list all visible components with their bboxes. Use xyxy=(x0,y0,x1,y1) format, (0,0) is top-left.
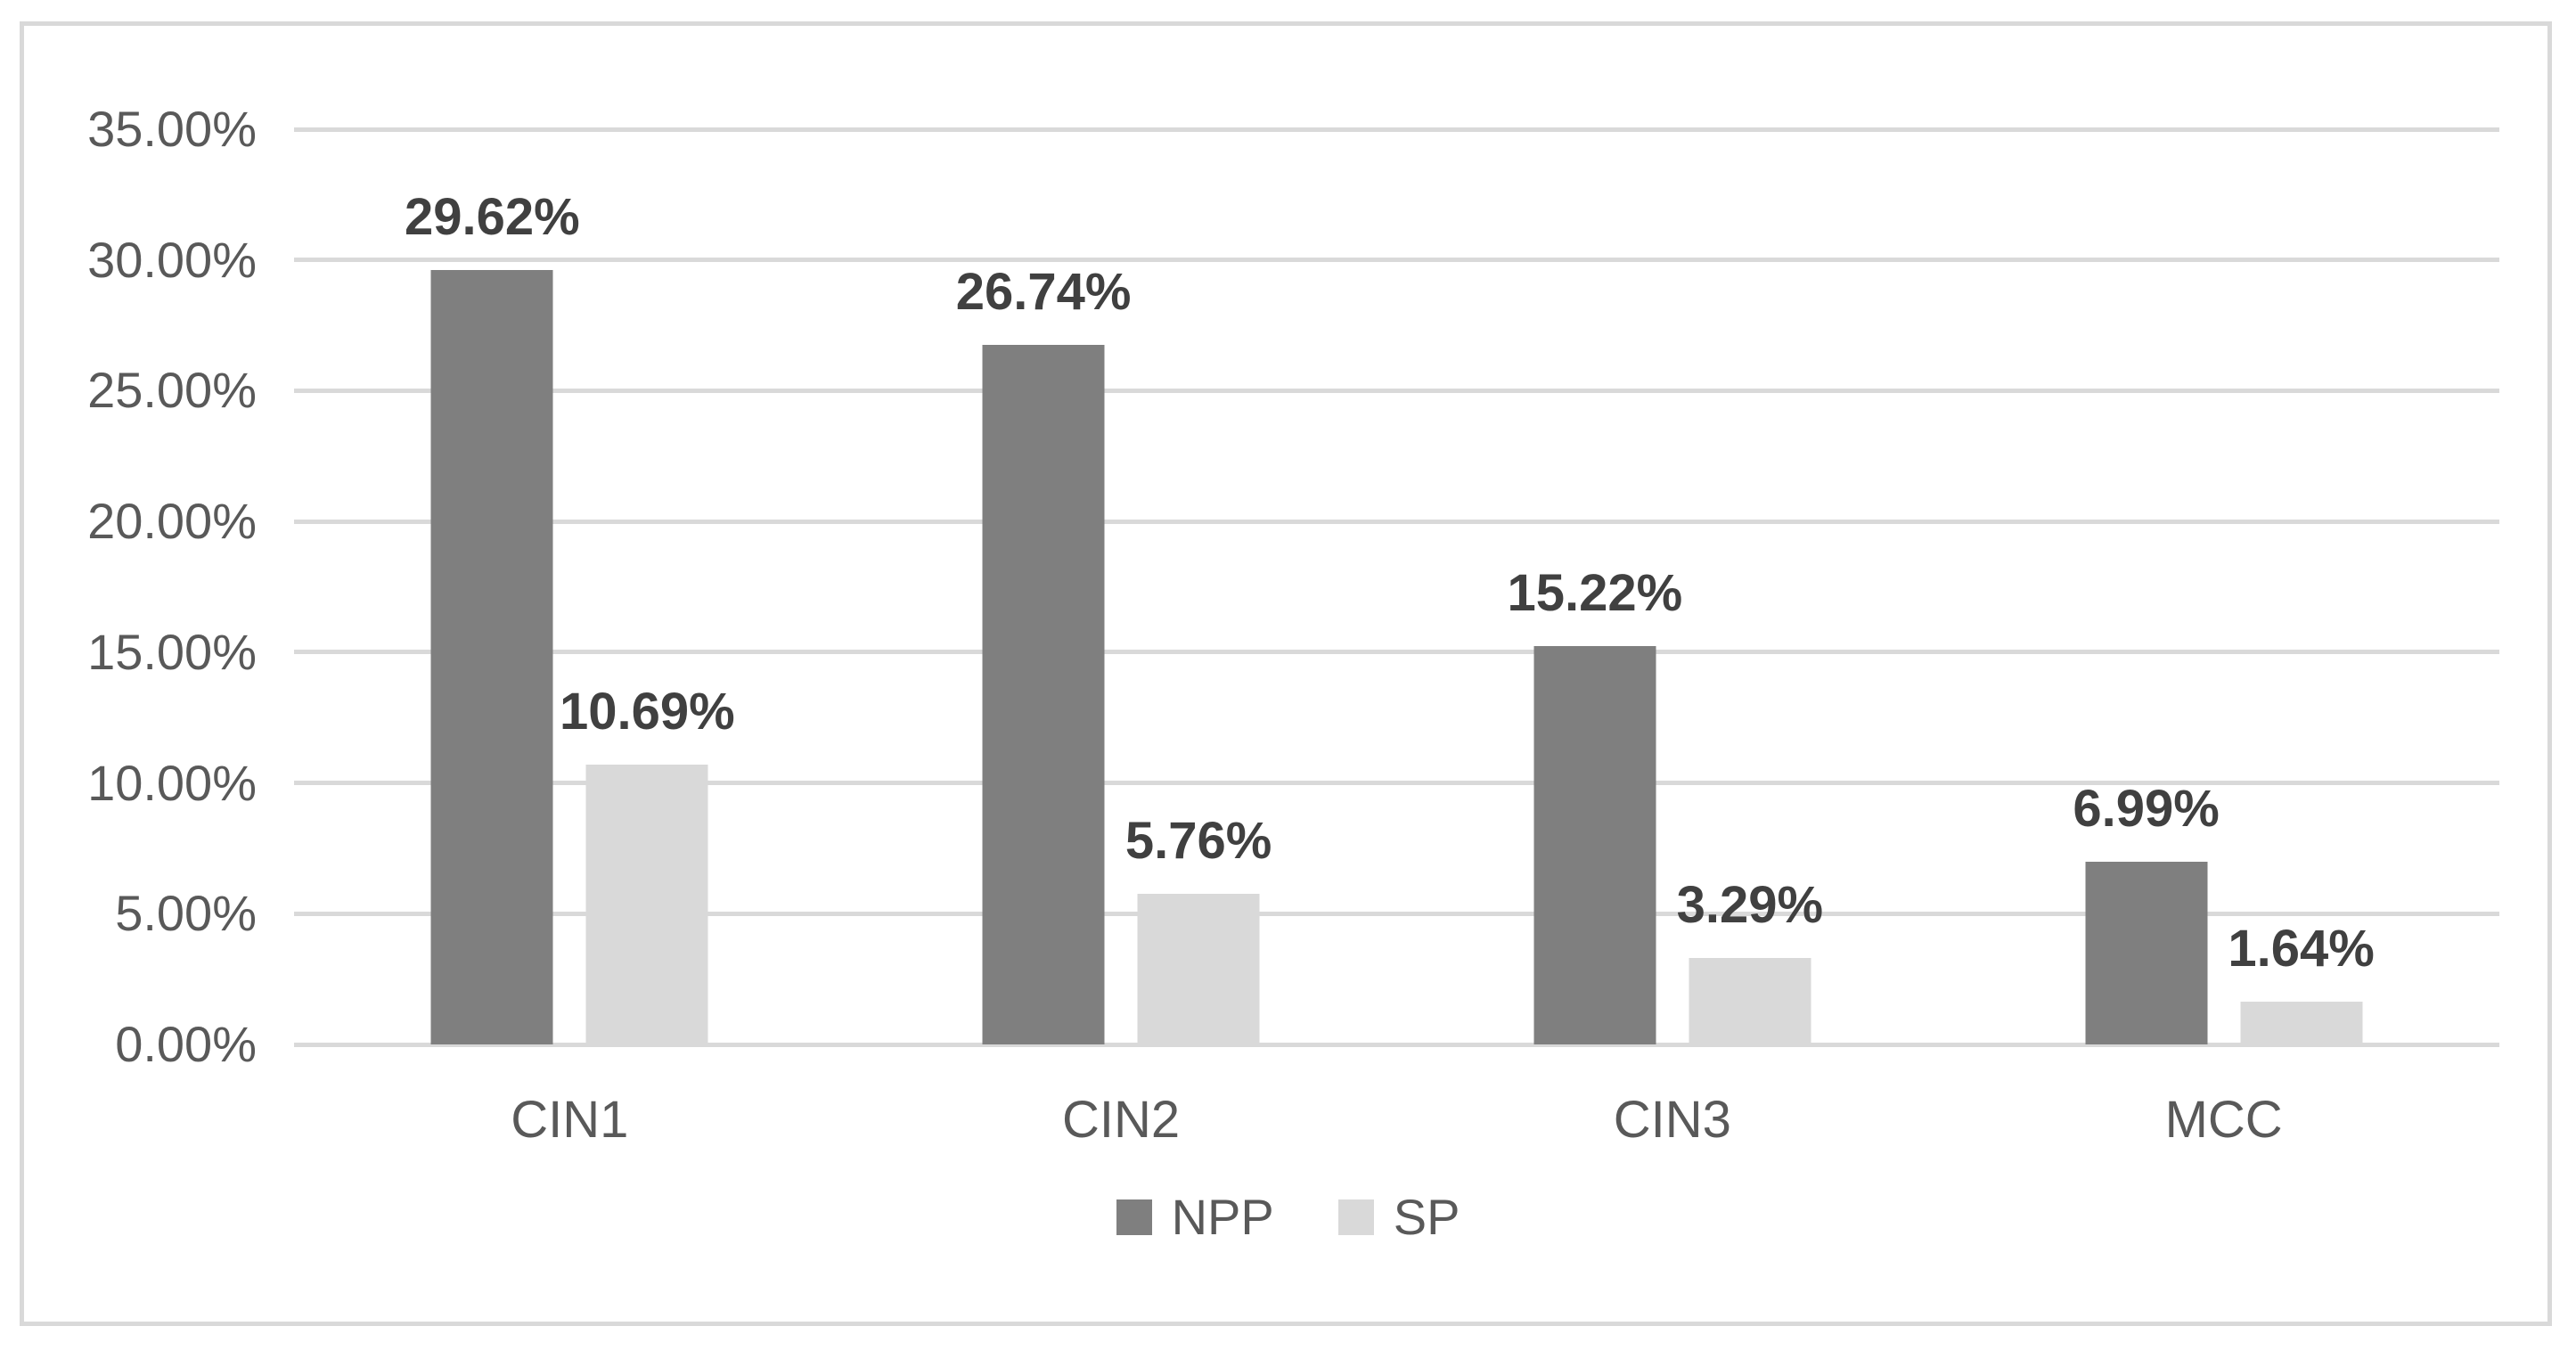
bar-group-cin1: 29.62% 10.69% xyxy=(294,129,846,1044)
data-label-sp-mcc: 1.64% xyxy=(2228,919,2375,978)
x-axis-label-cin1: CIN1 xyxy=(511,1091,629,1149)
gridline xyxy=(294,127,2499,132)
bar-slot-sp-cin2: 5.76% xyxy=(1125,129,1272,1044)
y-axis-tick-label: 30.00% xyxy=(87,231,257,288)
bar-npp-cin2 xyxy=(982,345,1105,1044)
y-axis-tick-label: 15.00% xyxy=(87,623,257,680)
x-axis-labels: CIN1 CIN2 CIN3 MCC xyxy=(294,1089,2499,1151)
bar-slot-npp-mcc: 6.99% xyxy=(2073,129,2220,1044)
y-axis-tick-label: 35.00% xyxy=(87,101,257,157)
gridline xyxy=(294,650,2499,655)
data-label-npp-cin3: 15.22% xyxy=(1507,564,1683,623)
bar-npp-mcc xyxy=(2085,861,2208,1044)
bar-group-cin2: 26.74% 5.76% xyxy=(846,129,1397,1044)
bars-row: 29.62% 10.69% xyxy=(405,129,735,1044)
data-label-npp-mcc: 6.99% xyxy=(2073,779,2220,838)
data-label-npp-cin2: 26.74% xyxy=(955,263,1132,322)
data-label-sp-cin3: 3.29% xyxy=(1676,876,1824,935)
x-axis-label-cin3: CIN3 xyxy=(1613,1091,1731,1149)
bar-sp-cin3 xyxy=(1689,958,1811,1044)
x-axis-label-cin2: CIN2 xyxy=(1062,1091,1181,1149)
gridline xyxy=(294,1042,2499,1047)
gridline xyxy=(294,911,2499,916)
legend-label-sp: SP xyxy=(1393,1189,1460,1245)
bars-row: 15.22% 3.29% xyxy=(1508,129,1823,1044)
legend-item-sp: SP xyxy=(1337,1189,1460,1245)
bar-slot-sp-cin3: 3.29% xyxy=(1677,129,1823,1044)
y-axis-tick-labels: 0.00% 5.00% 10.00% 15.00% 20.00% 25.00% 30.00%… xyxy=(0,101,257,1072)
bar-slot-sp-mcc: 1.64% xyxy=(2228,129,2375,1044)
legend-label-npp: NPP xyxy=(1171,1189,1274,1245)
gridline xyxy=(294,388,2499,393)
x-axis-label-mcc: MCC xyxy=(2164,1091,2283,1149)
bar-slot-npp-cin2: 26.74% xyxy=(956,129,1131,1044)
legend-swatch-npp xyxy=(1116,1199,1152,1235)
data-label-sp-cin1: 10.69% xyxy=(560,683,735,741)
bar-slot-npp-cin3: 15.22% xyxy=(1508,129,1682,1044)
bar-slot-npp-cin1: 29.62% xyxy=(405,129,580,1044)
gridline xyxy=(294,519,2499,524)
gridline xyxy=(294,781,2499,786)
y-axis-tick-label: 25.00% xyxy=(87,362,257,419)
data-label-npp-cin1: 29.62% xyxy=(405,187,580,246)
legend: NPP SP xyxy=(0,1192,2576,1242)
bar-sp-mcc xyxy=(2240,1001,2363,1044)
bar-npp-cin3 xyxy=(1533,646,1656,1044)
y-axis-tick-label: 20.00% xyxy=(87,493,257,550)
bar-group-cin3: 15.22% 3.29% xyxy=(1397,129,1949,1044)
data-label-sp-cin2: 5.76% xyxy=(1124,812,1272,870)
bar-slot-sp-cin1: 10.69% xyxy=(560,129,735,1044)
legend-swatch-sp xyxy=(1337,1199,1374,1235)
bar-groups: 29.62% 10.69% 26.74% 5.76% 15.22% 3.29% 6.99% 1… xyxy=(294,129,2499,1044)
bar-npp-cin1 xyxy=(430,269,553,1044)
bar-group-mcc: 6.99% 1.64% xyxy=(1948,129,2499,1044)
bar-sp-cin1 xyxy=(585,765,708,1044)
bars-row: 6.99% 1.64% xyxy=(2073,129,2375,1044)
legend-item-npp: NPP xyxy=(1116,1192,1274,1242)
bar-sp-cin2 xyxy=(1137,894,1260,1044)
gridline xyxy=(294,258,2499,263)
y-axis-tick-label: 0.00% xyxy=(115,1016,257,1072)
plot-area: 29.62% 10.69% 26.74% 5.76% 15.22% 3.29% 6.99% 1… xyxy=(294,127,2499,1047)
y-axis-tick-label: 5.00% xyxy=(115,885,257,942)
y-axis-tick-label: 10.00% xyxy=(87,754,257,811)
bars-row: 26.74% 5.76% xyxy=(956,129,1272,1044)
